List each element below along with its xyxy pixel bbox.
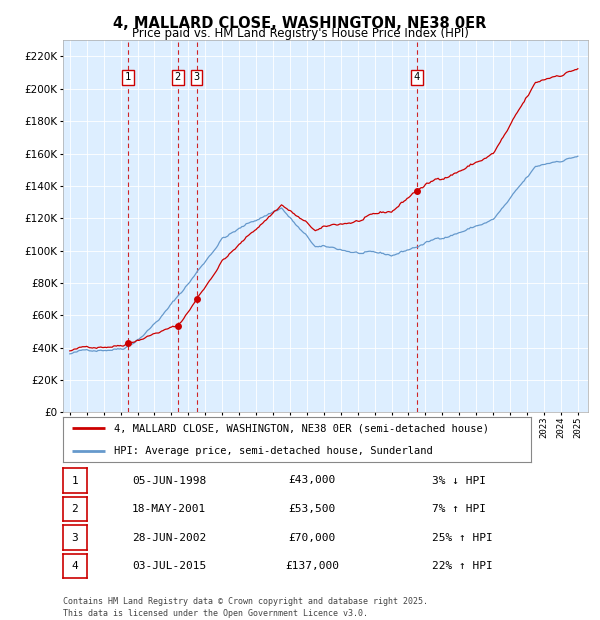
Text: 1: 1: [71, 476, 79, 485]
Text: 4: 4: [414, 73, 420, 82]
Text: 4: 4: [71, 561, 79, 571]
Text: £53,500: £53,500: [289, 504, 335, 514]
Text: HPI: Average price, semi-detached house, Sunderland: HPI: Average price, semi-detached house,…: [115, 446, 433, 456]
Text: 22% ↑ HPI: 22% ↑ HPI: [432, 561, 493, 571]
Text: £137,000: £137,000: [285, 561, 339, 571]
Text: 05-JUN-1998: 05-JUN-1998: [132, 476, 206, 485]
Text: 18-MAY-2001: 18-MAY-2001: [132, 504, 206, 514]
Text: Contains HM Land Registry data © Crown copyright and database right 2025.
This d: Contains HM Land Registry data © Crown c…: [63, 596, 428, 618]
Text: 4, MALLARD CLOSE, WASHINGTON, NE38 0ER (semi-detached house): 4, MALLARD CLOSE, WASHINGTON, NE38 0ER (…: [115, 423, 490, 433]
Text: 1: 1: [125, 73, 131, 82]
Text: Price paid vs. HM Land Registry's House Price Index (HPI): Price paid vs. HM Land Registry's House …: [131, 27, 469, 40]
Text: 28-JUN-2002: 28-JUN-2002: [132, 533, 206, 542]
Text: 3% ↓ HPI: 3% ↓ HPI: [432, 476, 486, 485]
Text: 25% ↑ HPI: 25% ↑ HPI: [432, 533, 493, 542]
Text: 3: 3: [193, 73, 200, 82]
Text: 3: 3: [71, 533, 79, 542]
Text: 7% ↑ HPI: 7% ↑ HPI: [432, 504, 486, 514]
Text: 2: 2: [175, 73, 181, 82]
Text: 2: 2: [71, 504, 79, 514]
Text: £43,000: £43,000: [289, 476, 335, 485]
Text: 4, MALLARD CLOSE, WASHINGTON, NE38 0ER: 4, MALLARD CLOSE, WASHINGTON, NE38 0ER: [113, 16, 487, 30]
Text: 03-JUL-2015: 03-JUL-2015: [132, 561, 206, 571]
Text: £70,000: £70,000: [289, 533, 335, 542]
